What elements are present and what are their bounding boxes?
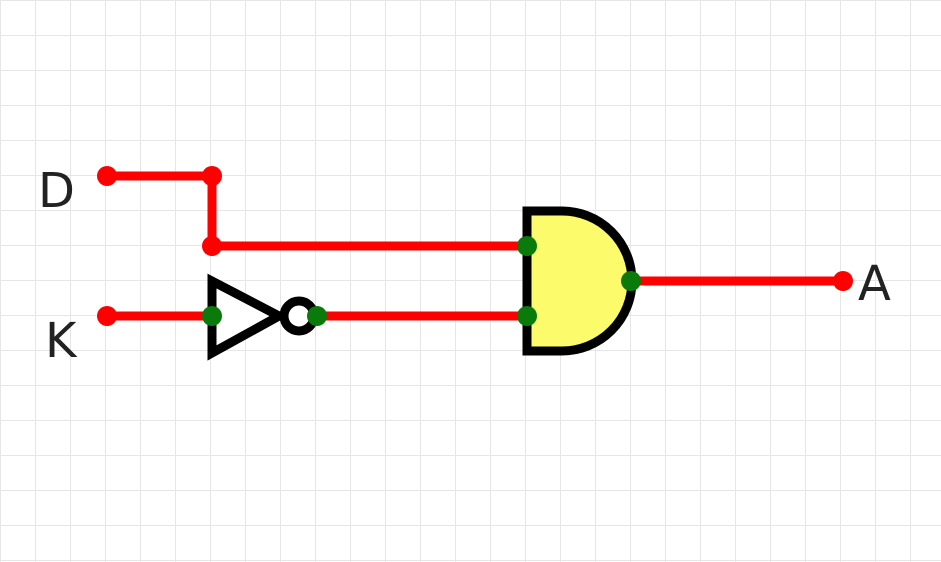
and-gate-input-pin-1[interactable] <box>517 236 537 256</box>
and-gate-input-pin-2[interactable] <box>517 306 537 326</box>
wire-d <box>102 171 532 251</box>
not-gate-triangle <box>207 273 289 361</box>
output-a-terminal[interactable] <box>833 271 853 291</box>
input-d-terminal[interactable] <box>97 166 117 186</box>
and-gate[interactable] <box>522 206 637 356</box>
input-k-label: K <box>45 313 78 369</box>
and-gate-body <box>522 206 637 356</box>
wire-d-bend-node <box>202 166 222 186</box>
not-gate[interactable] <box>207 273 319 361</box>
and-gate-output-pin[interactable] <box>621 271 641 291</box>
input-d-label: D <box>38 163 75 219</box>
output-a-label: A <box>858 256 891 312</box>
not-gate-input-pin[interactable] <box>202 306 222 326</box>
input-k-terminal[interactable] <box>97 306 117 326</box>
not-gate-output-pin[interactable] <box>307 306 327 326</box>
wire-d-bend-node <box>202 236 222 256</box>
